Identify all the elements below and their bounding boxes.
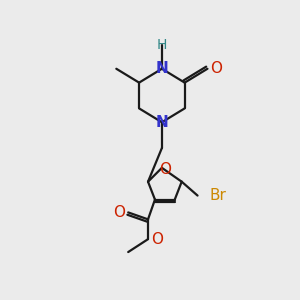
Text: N: N <box>155 61 168 76</box>
Text: N: N <box>155 115 168 130</box>
Text: O: O <box>210 61 222 76</box>
Text: Br: Br <box>209 188 226 203</box>
Text: O: O <box>151 232 163 247</box>
Text: H: H <box>157 38 167 52</box>
Text: O: O <box>159 162 171 177</box>
Text: O: O <box>113 205 125 220</box>
